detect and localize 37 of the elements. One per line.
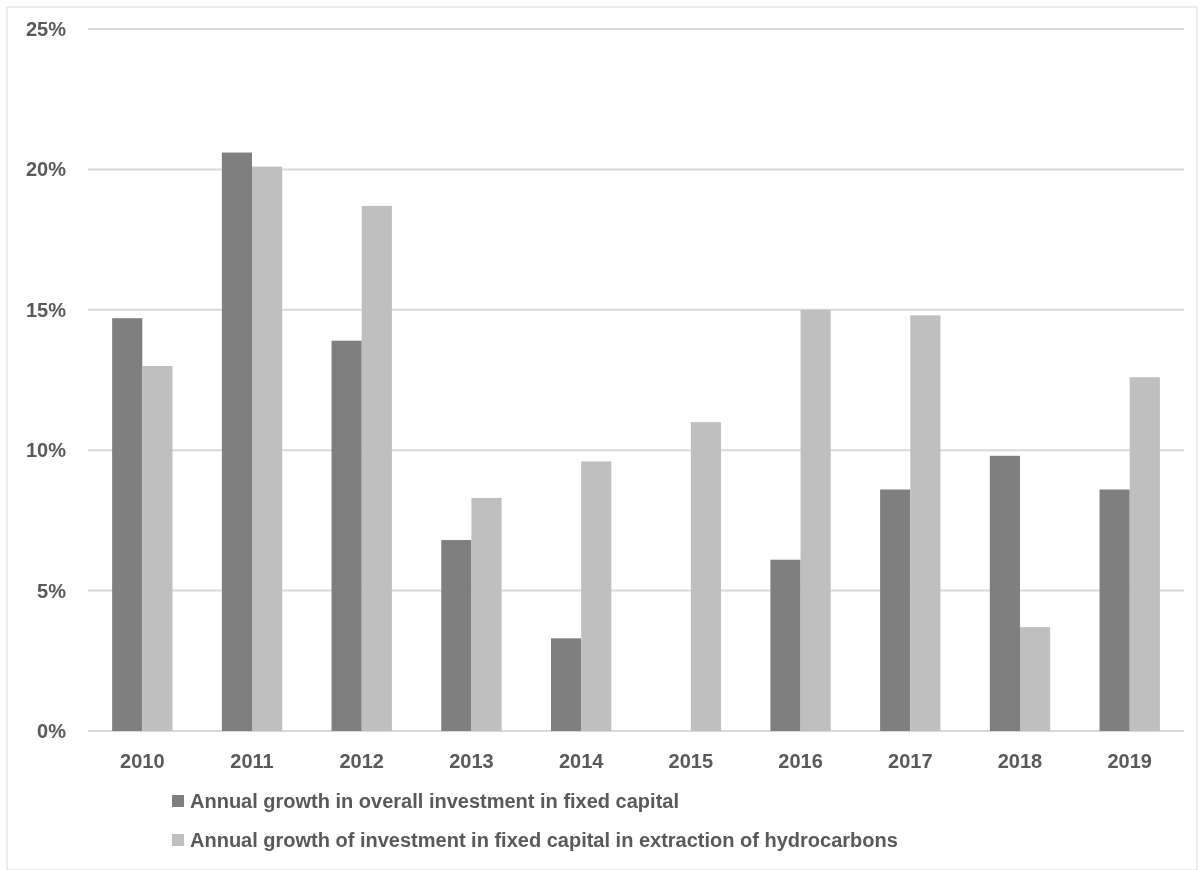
y-tick-label: 25%	[25, 18, 67, 40]
bar	[1099, 489, 1130, 731]
x-tick-label: 2014	[558, 750, 605, 772]
y-tick-label: 5%	[37, 579, 67, 602]
bar	[441, 540, 472, 731]
bar	[910, 315, 941, 731]
x-tick-label: 2011	[230, 750, 274, 772]
bar	[361, 205, 392, 731]
x-tick-label: 2018	[997, 750, 1043, 772]
bar	[880, 489, 911, 731]
bar	[690, 422, 722, 731]
bar	[252, 166, 283, 731]
x-tick-label: 2017	[888, 750, 933, 772]
legend-label: Annual growth in overall investment in fixed capital	[190, 790, 679, 812]
bar	[1019, 627, 1051, 731]
bar	[471, 497, 502, 731]
bar	[1129, 377, 1160, 731]
y-tick-label: 10%	[25, 439, 67, 462]
bar	[770, 559, 801, 731]
bar	[550, 638, 582, 731]
bar	[800, 309, 831, 731]
x-tick-label: 2013	[449, 750, 494, 772]
legend-label: Annual growth of investment in fixed capital in extraction of hydrocarbons	[190, 829, 898, 851]
bar	[581, 461, 612, 731]
bar	[989, 455, 1020, 731]
x-tick-label: 2012	[339, 750, 384, 772]
bar	[331, 340, 362, 731]
x-tick-label: 2019	[1107, 750, 1152, 772]
x-tick-label: 2015	[668, 750, 714, 772]
y-tick-label: 15%	[25, 298, 67, 321]
bar	[221, 152, 253, 731]
x-tick-label: 2016	[778, 750, 823, 772]
x-tick-label: 2010	[120, 750, 165, 772]
y-tick-label: 20%	[25, 158, 67, 181]
bar	[112, 318, 143, 731]
y-tick-label: 0%	[37, 720, 67, 742]
bar	[142, 365, 173, 731]
